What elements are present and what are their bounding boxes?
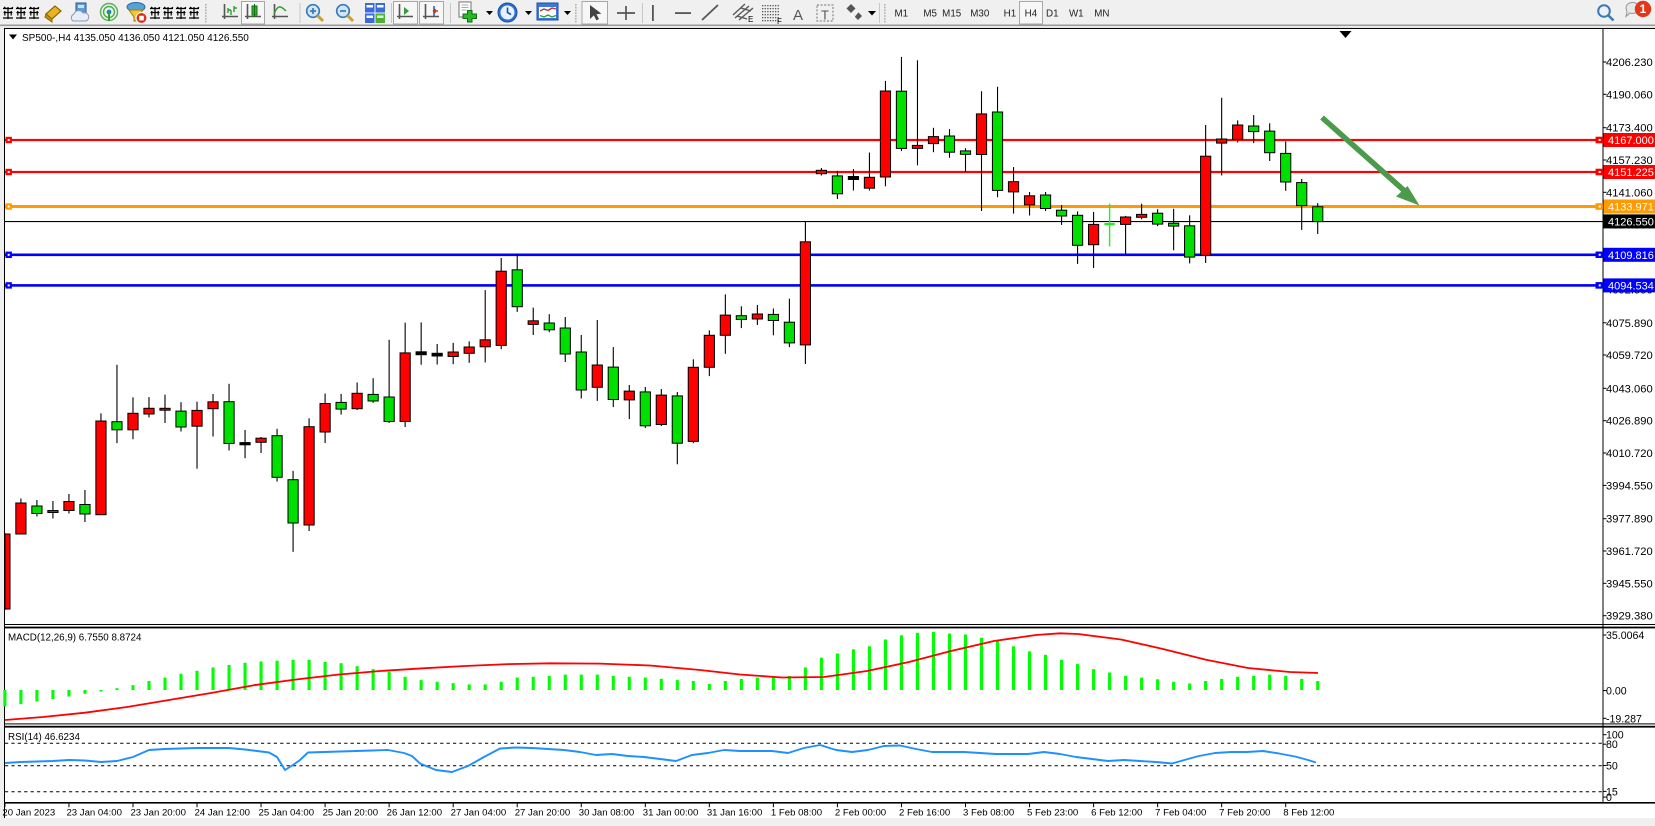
- svg-text:23 Jan 04:00: 23 Jan 04:00: [66, 808, 121, 819]
- svg-text:4094.534: 4094.534: [1608, 280, 1654, 292]
- svg-text:3945.550: 3945.550: [1606, 578, 1653, 590]
- svg-text:4109.816: 4109.816: [1608, 250, 1654, 262]
- svg-text:1 Feb 08:00: 1 Feb 08:00: [771, 808, 822, 819]
- svg-text:31 Jan 16:00: 31 Jan 16:00: [707, 808, 762, 819]
- svg-text:0: 0: [1606, 792, 1612, 804]
- svg-text:4026.890: 4026.890: [1606, 416, 1653, 428]
- svg-text:35.0064: 35.0064: [1606, 630, 1644, 642]
- svg-text:4173.400: 4173.400: [1606, 123, 1653, 135]
- svg-text:M5: M5: [923, 9, 937, 20]
- svg-text:M1: M1: [894, 9, 908, 20]
- svg-text:2 Feb 16:00: 2 Feb 16:00: [899, 808, 950, 819]
- svg-text:25 Jan 20:00: 25 Jan 20:00: [323, 808, 378, 819]
- svg-text:4167.000: 4167.000: [1608, 135, 1654, 147]
- svg-text:3 Feb 08:00: 3 Feb 08:00: [963, 808, 1014, 819]
- svg-text:4126.550: 4126.550: [1608, 216, 1654, 228]
- svg-text:7 Feb 20:00: 7 Feb 20:00: [1219, 808, 1270, 819]
- svg-text:4206.230: 4206.230: [1606, 57, 1653, 69]
- svg-text:100: 100: [1606, 730, 1624, 742]
- svg-text:M30: M30: [970, 9, 990, 20]
- svg-text:4043.060: 4043.060: [1606, 383, 1653, 395]
- svg-text:4141.060: 4141.060: [1606, 187, 1653, 199]
- svg-text:1: 1: [1640, 2, 1647, 16]
- svg-text:RSI(14) 46.6234: RSI(14) 46.6234: [8, 732, 80, 743]
- svg-text:A: A: [793, 7, 803, 24]
- svg-text:25 Jan 04:00: 25 Jan 04:00: [259, 808, 314, 819]
- svg-text:6 Feb 12:00: 6 Feb 12:00: [1091, 808, 1142, 819]
- svg-text:D1: D1: [1046, 9, 1059, 20]
- svg-text:3929.380: 3929.380: [1606, 611, 1653, 623]
- svg-text:27 Jan 20:00: 27 Jan 20:00: [515, 808, 570, 819]
- svg-text:M15: M15: [942, 9, 962, 20]
- svg-text:4010.720: 4010.720: [1606, 448, 1653, 460]
- svg-text:4157.230: 4157.230: [1606, 155, 1653, 167]
- svg-text:4059.720: 4059.720: [1606, 350, 1653, 362]
- svg-text:24 Jan 12:00: 24 Jan 12:00: [195, 808, 250, 819]
- svg-text:4151.225: 4151.225: [1608, 167, 1654, 179]
- svg-text:31 Jan 00:00: 31 Jan 00:00: [643, 808, 698, 819]
- svg-text:E: E: [748, 15, 753, 24]
- svg-text:W1: W1: [1069, 9, 1084, 20]
- svg-text:30 Jan 08:00: 30 Jan 08:00: [579, 808, 634, 819]
- svg-text:T: T: [821, 8, 829, 23]
- svg-text:2 Feb 00:00: 2 Feb 00:00: [835, 808, 886, 819]
- svg-text:15: 15: [1606, 786, 1618, 798]
- svg-text:-19.287: -19.287: [1606, 713, 1642, 725]
- svg-text:50: 50: [1606, 761, 1618, 773]
- svg-text:27 Jan 04:00: 27 Jan 04:00: [451, 808, 506, 819]
- svg-text:26 Jan 12:00: 26 Jan 12:00: [387, 808, 442, 819]
- svg-text:3977.890: 3977.890: [1606, 514, 1653, 526]
- svg-text:0.00: 0.00: [1606, 686, 1627, 698]
- svg-text:MN: MN: [1094, 9, 1109, 20]
- svg-text:23 Jan 20:00: 23 Jan 20:00: [130, 808, 185, 819]
- svg-text:H1: H1: [1004, 9, 1017, 20]
- svg-text:20 Jan 2023: 20 Jan 2023: [2, 808, 55, 819]
- svg-text:3961.720: 3961.720: [1606, 546, 1653, 558]
- svg-text:4075.890: 4075.890: [1606, 318, 1653, 330]
- svg-text:7 Feb 04:00: 7 Feb 04:00: [1155, 808, 1206, 819]
- svg-text:H4: H4: [1025, 9, 1038, 20]
- svg-text:4190.060: 4190.060: [1606, 89, 1653, 101]
- svg-text:MACD(12,26,9) 6.7550 8.8724: MACD(12,26,9) 6.7550 8.8724: [8, 633, 142, 644]
- svg-text:F: F: [777, 17, 782, 26]
- svg-text:80: 80: [1606, 739, 1618, 751]
- svg-text:4133.971: 4133.971: [1608, 202, 1654, 214]
- svg-text:SP500-,H4 4135.050 4136.050 4: SP500-,H4 4135.050 4136.050 4121.050 412…: [22, 33, 249, 44]
- svg-text:3994.550: 3994.550: [1606, 480, 1653, 492]
- svg-text:5 Feb 23:00: 5 Feb 23:00: [1027, 808, 1078, 819]
- svg-text:8 Feb 12:00: 8 Feb 12:00: [1283, 808, 1334, 819]
